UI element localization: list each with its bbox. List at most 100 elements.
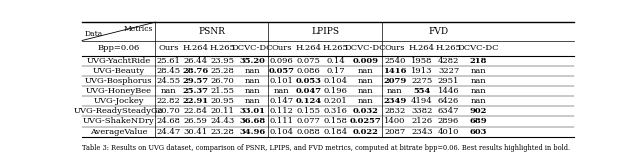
- Text: 0.196: 0.196: [323, 87, 348, 95]
- Text: 28.45: 28.45: [157, 67, 181, 75]
- Text: 30.41: 30.41: [184, 128, 207, 136]
- Text: LPIPS: LPIPS: [311, 27, 339, 36]
- Text: 3227: 3227: [438, 67, 459, 75]
- Text: DCVC-DC: DCVC-DC: [458, 44, 499, 52]
- Text: 26.70: 26.70: [211, 77, 234, 85]
- Text: 22.91: 22.91: [182, 97, 209, 105]
- Text: nan: nan: [357, 87, 373, 95]
- Text: 25.61: 25.61: [157, 57, 180, 65]
- Text: 3382: 3382: [411, 107, 433, 115]
- Text: 902: 902: [470, 107, 487, 115]
- Text: 0.158: 0.158: [323, 118, 348, 125]
- Text: 29.57: 29.57: [182, 77, 209, 85]
- Text: 689: 689: [470, 118, 487, 125]
- Text: 0.096: 0.096: [270, 57, 294, 65]
- Text: 36.68: 36.68: [239, 118, 265, 125]
- Text: DCVC-DC: DCVC-DC: [344, 44, 386, 52]
- Text: 2349: 2349: [383, 97, 406, 105]
- Text: 0.009: 0.009: [352, 57, 378, 65]
- Text: Data: Data: [84, 30, 102, 38]
- Text: nan: nan: [244, 97, 260, 105]
- Text: 603: 603: [470, 128, 487, 136]
- Text: 21.55: 21.55: [211, 87, 234, 95]
- Text: 0.316: 0.316: [323, 107, 348, 115]
- Text: 35.20: 35.20: [239, 57, 265, 65]
- Text: nan: nan: [357, 77, 373, 85]
- Text: 0.112: 0.112: [270, 107, 294, 115]
- Text: 0.111: 0.111: [270, 118, 294, 125]
- Text: 28.76: 28.76: [182, 67, 209, 75]
- Text: 0.104: 0.104: [270, 128, 294, 136]
- Text: 20.95: 20.95: [211, 97, 234, 105]
- Text: 0.086: 0.086: [297, 67, 321, 75]
- Text: UVG-ReadySteadyGo: UVG-ReadySteadyGo: [74, 107, 164, 115]
- Text: Metrics: Metrics: [124, 25, 153, 33]
- Text: Table 3: Results on UVG dataset, comparison of PSNR, LPIPS, and FVD metrics, com: Table 3: Results on UVG dataset, compari…: [82, 144, 570, 152]
- Text: nan: nan: [470, 77, 486, 85]
- Text: 0.201: 0.201: [324, 97, 348, 105]
- Text: 6426: 6426: [438, 97, 459, 105]
- Text: H.264: H.264: [182, 44, 209, 52]
- Text: 34.96: 34.96: [239, 128, 265, 136]
- Text: 0.075: 0.075: [297, 57, 321, 65]
- Text: 0.022: 0.022: [352, 128, 378, 136]
- Text: 6347: 6347: [438, 107, 460, 115]
- Text: 0.147: 0.147: [270, 97, 294, 105]
- Text: 0.053: 0.053: [296, 77, 321, 85]
- Text: 4282: 4282: [438, 57, 460, 65]
- Text: H.264: H.264: [409, 44, 435, 52]
- Text: PSNR: PSNR: [198, 27, 225, 36]
- Text: nan: nan: [470, 97, 486, 105]
- Text: 0.184: 0.184: [323, 128, 348, 136]
- Text: 20.70: 20.70: [157, 107, 180, 115]
- Text: AverageValue: AverageValue: [90, 128, 147, 136]
- Text: 0.124: 0.124: [296, 97, 322, 105]
- Text: 2126: 2126: [411, 118, 432, 125]
- Text: 24.68: 24.68: [157, 118, 180, 125]
- Text: nan: nan: [357, 97, 373, 105]
- Text: nan: nan: [244, 67, 260, 75]
- Text: 1416: 1416: [383, 67, 406, 75]
- Text: 0.077: 0.077: [297, 118, 321, 125]
- Text: 25.37: 25.37: [182, 87, 209, 95]
- Text: nan: nan: [357, 67, 373, 75]
- Text: 23.95: 23.95: [211, 57, 234, 65]
- Text: 0.17: 0.17: [326, 67, 345, 75]
- Text: 2540: 2540: [384, 57, 406, 65]
- Text: UVG-ShakeNDry: UVG-ShakeNDry: [83, 118, 155, 125]
- Text: 1446: 1446: [438, 87, 460, 95]
- Text: 2087: 2087: [385, 128, 406, 136]
- Text: 1913: 1913: [411, 67, 433, 75]
- Text: 0.047: 0.047: [296, 87, 322, 95]
- Text: 24.43: 24.43: [210, 118, 234, 125]
- Text: 2079: 2079: [383, 77, 406, 85]
- Text: 1400: 1400: [384, 118, 406, 125]
- Text: UVG-HoneyBee: UVG-HoneyBee: [86, 87, 152, 95]
- Text: 0.0257: 0.0257: [349, 118, 381, 125]
- Text: nan: nan: [274, 87, 290, 95]
- Text: nan: nan: [161, 87, 177, 95]
- Text: 26.44: 26.44: [184, 57, 207, 65]
- Text: Ours: Ours: [385, 44, 405, 52]
- Text: 23.28: 23.28: [211, 128, 234, 136]
- Text: 0.101: 0.101: [270, 77, 294, 85]
- Text: 554: 554: [413, 87, 431, 95]
- Text: 33.01: 33.01: [239, 107, 265, 115]
- Text: nan: nan: [244, 87, 260, 95]
- Text: nan: nan: [470, 67, 486, 75]
- Text: 0.032: 0.032: [352, 107, 378, 115]
- Text: UVG-Bosphorus: UVG-Bosphorus: [85, 77, 152, 85]
- Text: UVG-Beauty: UVG-Beauty: [93, 67, 145, 75]
- Text: 1958: 1958: [411, 57, 433, 65]
- Text: Ours: Ours: [159, 44, 179, 52]
- Text: 2896: 2896: [438, 118, 459, 125]
- Text: Ours: Ours: [271, 44, 292, 52]
- Text: 26.59: 26.59: [184, 118, 207, 125]
- Text: 0.057: 0.057: [269, 67, 295, 75]
- Text: Bpp=0.06: Bpp=0.06: [97, 44, 140, 52]
- Text: 25.28: 25.28: [211, 67, 234, 75]
- Text: 24.47: 24.47: [157, 128, 181, 136]
- Text: 218: 218: [470, 57, 487, 65]
- Text: nan: nan: [387, 87, 403, 95]
- Text: H.264: H.264: [296, 44, 322, 52]
